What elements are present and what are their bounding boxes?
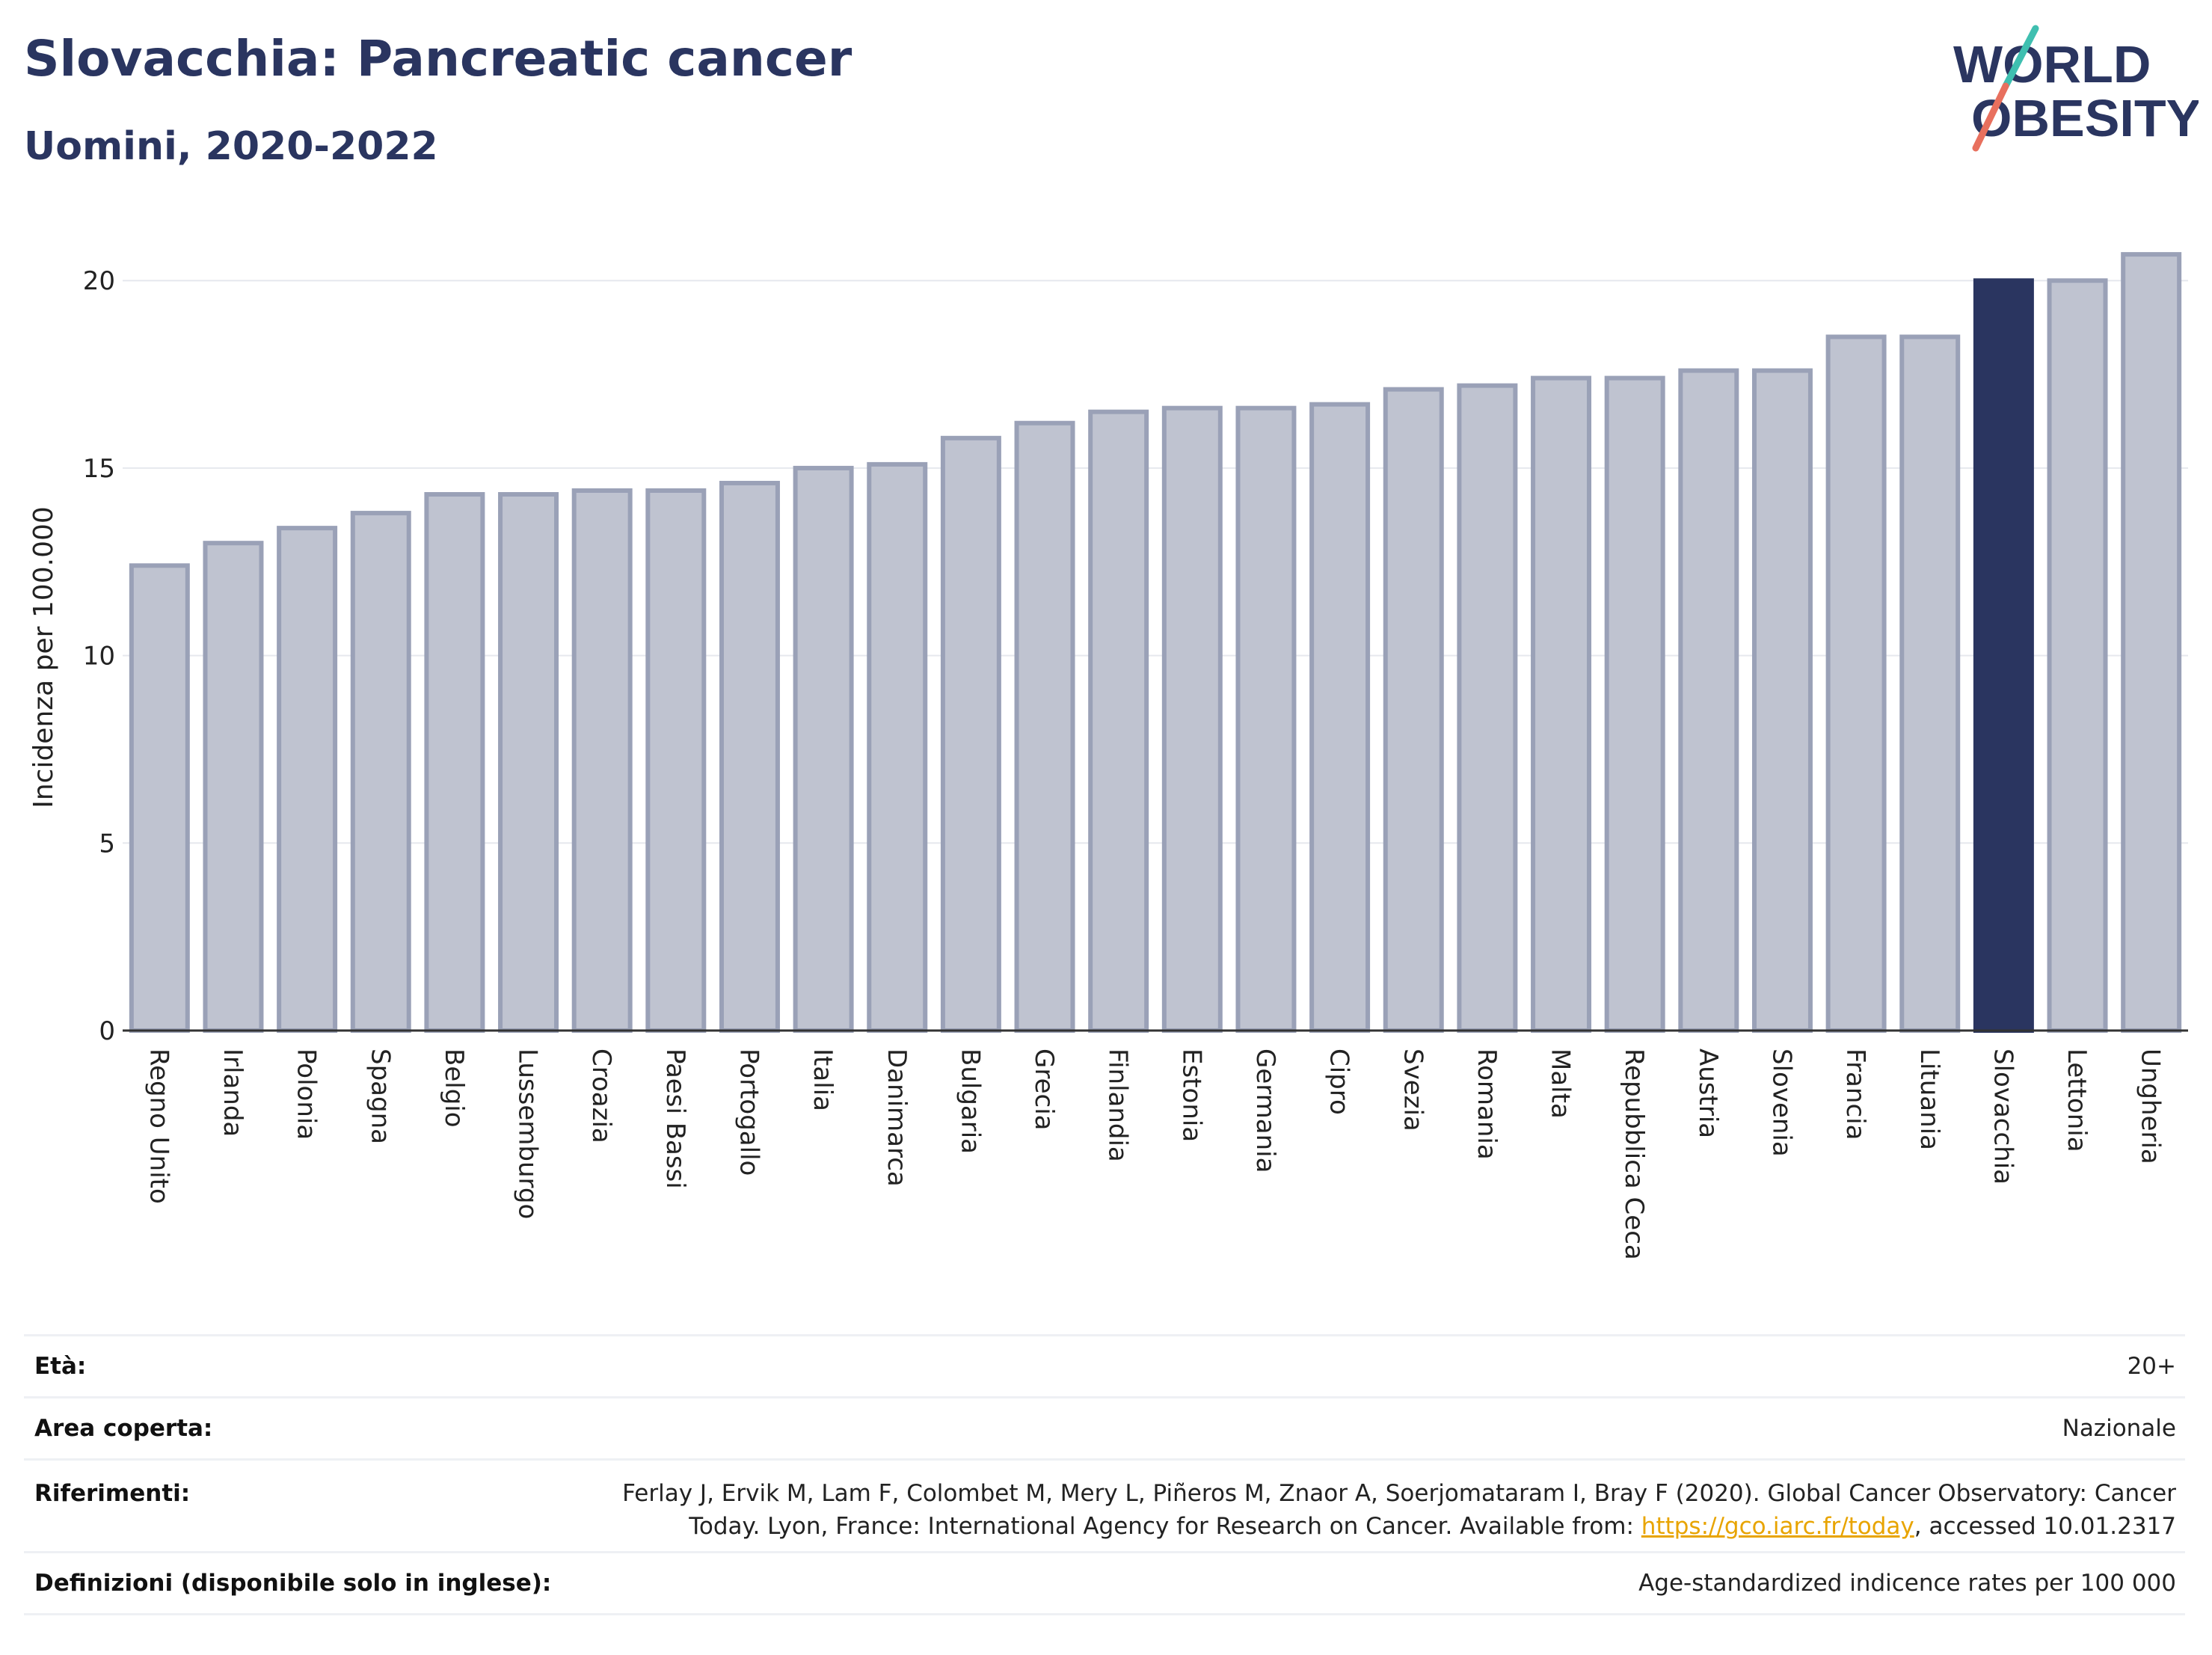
x-tick-label: Spagna	[365, 1048, 395, 1144]
bar-regno-unito	[129, 563, 190, 1033]
logo-slash-teal	[2002, 25, 2039, 90]
y-axis-label: Incidenza per 100.000	[28, 506, 59, 808]
eta-label: Età:	[34, 1353, 87, 1380]
x-tick-label: Italia	[808, 1048, 838, 1111]
y-tick-label: 20	[83, 266, 115, 296]
def-label: Definizioni (disponibile solo in inglese…	[34, 1570, 552, 1597]
bar-cipro	[1309, 402, 1371, 1033]
x-tick-label: Repubblica Ceca	[1619, 1048, 1649, 1260]
x-tick-label: Lussemburgo	[513, 1048, 543, 1219]
bar-lettonia	[2047, 278, 2108, 1033]
def-value: Age-standardized indicence rates per 100…	[1638, 1570, 2176, 1597]
x-tick-label: Malta	[1546, 1048, 1576, 1119]
bar-croazia	[571, 488, 633, 1033]
bar-lituania	[1899, 334, 1961, 1034]
bar-spagna	[350, 511, 411, 1033]
x-tick-label: Svezia	[1398, 1048, 1428, 1132]
bar-belgio	[424, 492, 485, 1033]
y-tick-label: 0	[99, 1016, 115, 1046]
y-tick-label: 10	[83, 642, 115, 672]
bar-chart: 0 5 10 15 20 Regno Unito Irlanda Polonia Spagna…	[28, 252, 2188, 1260]
bar-repubblica-ceca	[1604, 375, 1665, 1033]
bar-bulgaria	[940, 435, 1001, 1033]
x-tick-label: Grecia	[1029, 1048, 1059, 1130]
bar-lussemburgo	[498, 492, 559, 1033]
x-tick-label: Austria	[1693, 1048, 1723, 1138]
info-row-eta: Età: 20+	[24, 1334, 2185, 1396]
ref-label: Riferimenti:	[34, 1480, 191, 1507]
ref-line2-post: , accessed 10.01.2317	[1914, 1513, 2176, 1540]
ref-value: Ferlay J, Ervik M, Lam F, Colombet M, Me…	[622, 1477, 2185, 1551]
bars	[129, 252, 2182, 1034]
x-tick-label: Romania	[1472, 1048, 1502, 1160]
x-tick-labels: Regno Unito Irlanda Polonia Spagna Belgio Lus…	[144, 1048, 2165, 1260]
bar-paesi-bassi	[645, 488, 707, 1033]
x-tick-label: Regno Unito	[144, 1048, 173, 1204]
bar-romania	[1457, 383, 1518, 1033]
x-tick-label: Danimarca	[882, 1048, 912, 1187]
bar-italia	[793, 465, 854, 1033]
x-tick-label: Belgio	[439, 1048, 469, 1128]
x-tick-label: Portogallo	[734, 1048, 764, 1176]
bar-germania	[1235, 405, 1297, 1033]
ref-line2-pre: Today. Lyon, France: International Agenc…	[689, 1513, 1641, 1540]
x-tick-label: Polonia	[292, 1048, 322, 1140]
x-tick-label: Slovenia	[1766, 1048, 1796, 1157]
y-tick-labels: 0 5 10 15 20	[83, 266, 115, 1046]
bar-slovenia	[1751, 368, 1813, 1033]
info-row-area: Area coperta: Nazionale	[24, 1396, 2185, 1458]
bar-estonia	[1161, 405, 1223, 1033]
bar-portogallo	[719, 480, 780, 1033]
bar-polonia	[277, 526, 338, 1033]
logo-slash-coral	[1972, 82, 2009, 152]
bar-irlanda	[203, 541, 264, 1033]
eta-value: 20+	[2127, 1353, 2176, 1380]
x-tick-label: Paesi Bassi	[660, 1048, 690, 1189]
bar-danimarca	[867, 461, 928, 1033]
y-tick-label: 15	[83, 454, 115, 484]
x-tick-label: Slovacchia	[1988, 1048, 2018, 1185]
bar-slovacchia	[1973, 278, 2034, 1033]
area-value: Nazionale	[2062, 1415, 2176, 1442]
x-tick-label: Croazia	[586, 1048, 616, 1143]
x-tick-label: Estonia	[1176, 1048, 1206, 1142]
ref-link[interactable]: https://gco.iarc.fr/today	[1641, 1513, 1914, 1540]
info-table: Età: 20+ Area coperta: Nazionale Riferim…	[24, 1334, 2185, 1615]
x-tick-label: Francia	[1840, 1048, 1870, 1140]
ref-line1: Ferlay J, Ervik M, Lam F, Colombet M, Me…	[622, 1480, 2176, 1507]
x-tick-label: Germania	[1250, 1048, 1280, 1173]
y-tick-label: 5	[99, 829, 115, 859]
bar-svezia	[1383, 387, 1444, 1033]
logo-line1: WORLD	[1953, 35, 2151, 93]
bar-finlandia	[1088, 409, 1149, 1033]
bar-francia	[1825, 334, 1887, 1034]
x-tick-label: Bulgaria	[955, 1048, 985, 1154]
info-row-riferimenti: Riferimenti: Ferlay J, Ervik M, Lam F, C…	[24, 1458, 2185, 1551]
bar-austria	[1678, 368, 1739, 1033]
bar-malta	[1531, 375, 1592, 1033]
logo-line2: OBESITY	[1971, 89, 2199, 147]
x-tick-label: Lettonia	[2062, 1048, 2092, 1152]
area-label: Area coperta:	[34, 1415, 213, 1442]
x-tick-label: Finlandia	[1103, 1048, 1133, 1162]
x-tick-label: Ungheria	[2136, 1048, 2166, 1164]
page-title: Slovacchia: Pancreatic cancer	[24, 30, 852, 87]
info-row-definizioni: Definizioni (disponibile solo in inglese…	[24, 1551, 2185, 1615]
x-tick-label: Irlanda	[218, 1048, 248, 1137]
page-subtitle: Uomini, 2020-2022	[24, 124, 438, 169]
bar-ungheria	[2121, 252, 2182, 1034]
world-obesity-logo: WORLD OBESITY	[1953, 25, 2199, 152]
x-tick-label: Cipro	[1324, 1048, 1354, 1115]
x-tick-label: Lituania	[1914, 1048, 1944, 1150]
bar-grecia	[1014, 420, 1075, 1033]
